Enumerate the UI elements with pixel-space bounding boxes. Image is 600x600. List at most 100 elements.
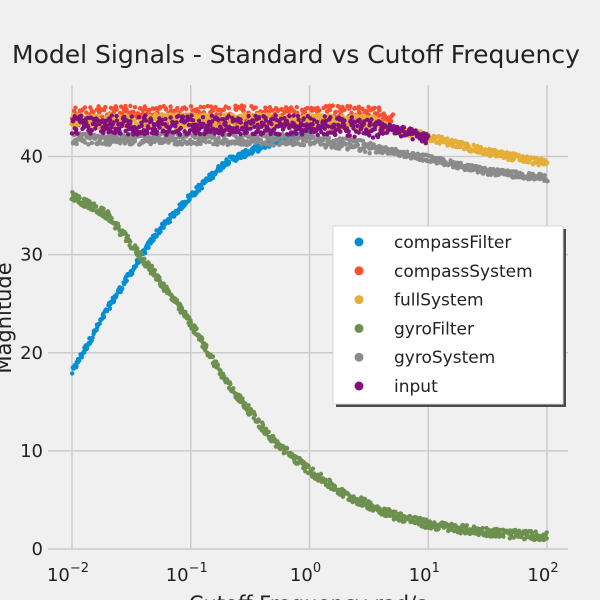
data-point [146, 245, 151, 250]
data-point [132, 139, 138, 144]
data-point [310, 121, 315, 127]
data-point [357, 117, 362, 123]
data-point [197, 131, 203, 137]
data-point [86, 142, 91, 147]
data-point [190, 118, 196, 123]
data-point [365, 117, 370, 123]
data-point [478, 145, 484, 150]
data-point [408, 156, 414, 161]
legend-label: fullSystem [394, 291, 484, 311]
data-point [545, 179, 550, 184]
data-point [110, 122, 115, 127]
data-point [253, 105, 258, 110]
data-point [376, 105, 381, 110]
data-point [128, 120, 133, 126]
data-point [364, 108, 369, 114]
data-point [370, 135, 376, 140]
data-point [90, 335, 95, 340]
data-point [200, 115, 206, 120]
data-point [215, 117, 221, 123]
data-point [143, 118, 149, 123]
data-point [260, 425, 265, 430]
x-tick-label: 10−2 [47, 561, 89, 586]
data-point [103, 104, 108, 110]
data-point [213, 104, 218, 110]
data-point [352, 134, 357, 139]
legend-box [332, 225, 564, 405]
data-point [234, 125, 240, 130]
data-point [263, 141, 268, 147]
data-point [102, 127, 107, 132]
data-point [282, 116, 287, 121]
data-point [321, 132, 327, 137]
data-point [178, 125, 184, 131]
data-point [152, 123, 157, 128]
data-point [231, 386, 236, 391]
data-point [314, 128, 319, 133]
data-point [318, 471, 324, 477]
data-point [101, 314, 107, 320]
data-point [145, 130, 150, 136]
data-point [210, 354, 216, 359]
data-point [223, 120, 228, 125]
data-point [266, 429, 271, 434]
data-point [124, 278, 129, 283]
data-point [256, 115, 262, 120]
data-point [355, 142, 360, 148]
data-point [199, 336, 205, 342]
data-point [84, 346, 90, 351]
x-tick-label: 100 [290, 561, 321, 586]
data-point [120, 286, 125, 291]
data-point [407, 514, 413, 519]
data-point [216, 135, 221, 140]
data-point [305, 105, 310, 111]
data-point [146, 125, 151, 131]
data-point [542, 173, 547, 178]
data-point [143, 113, 148, 118]
data-point [93, 204, 99, 209]
data-point [176, 113, 181, 119]
data-point [365, 503, 371, 508]
data-point [355, 123, 360, 129]
data-point [366, 104, 371, 110]
data-point [152, 267, 157, 273]
data-point [96, 104, 101, 109]
data-point [360, 138, 366, 143]
data-point [343, 142, 348, 147]
x-tick-label: 101 [409, 561, 440, 586]
data-point [148, 119, 154, 124]
data-point [501, 534, 506, 539]
data-point [158, 229, 163, 234]
data-point [187, 197, 192, 202]
data-point [107, 306, 113, 311]
data-point [70, 131, 75, 136]
legend-label: gyroSystem [394, 348, 495, 368]
data-point [114, 118, 120, 123]
data-point [349, 110, 354, 116]
data-point [124, 118, 130, 123]
data-point [124, 107, 129, 112]
data-point [423, 517, 429, 522]
data-point [116, 126, 122, 131]
data-point [333, 137, 339, 143]
data-point [401, 125, 407, 130]
data-point [426, 133, 431, 139]
data-point [180, 141, 185, 147]
data-point [83, 120, 89, 125]
data-point [85, 123, 91, 128]
data-point [203, 344, 209, 350]
data-point [348, 104, 353, 109]
data-point [314, 119, 320, 125]
data-point [266, 127, 271, 132]
data-point [154, 234, 159, 239]
data-point [74, 364, 79, 369]
data-point [333, 109, 338, 115]
data-point [327, 107, 333, 113]
data-point [192, 135, 198, 140]
data-point [270, 108, 275, 113]
data-point [342, 118, 347, 123]
x-tick-label: 10−1 [166, 561, 208, 586]
data-point [372, 105, 377, 111]
data-point [154, 129, 160, 134]
